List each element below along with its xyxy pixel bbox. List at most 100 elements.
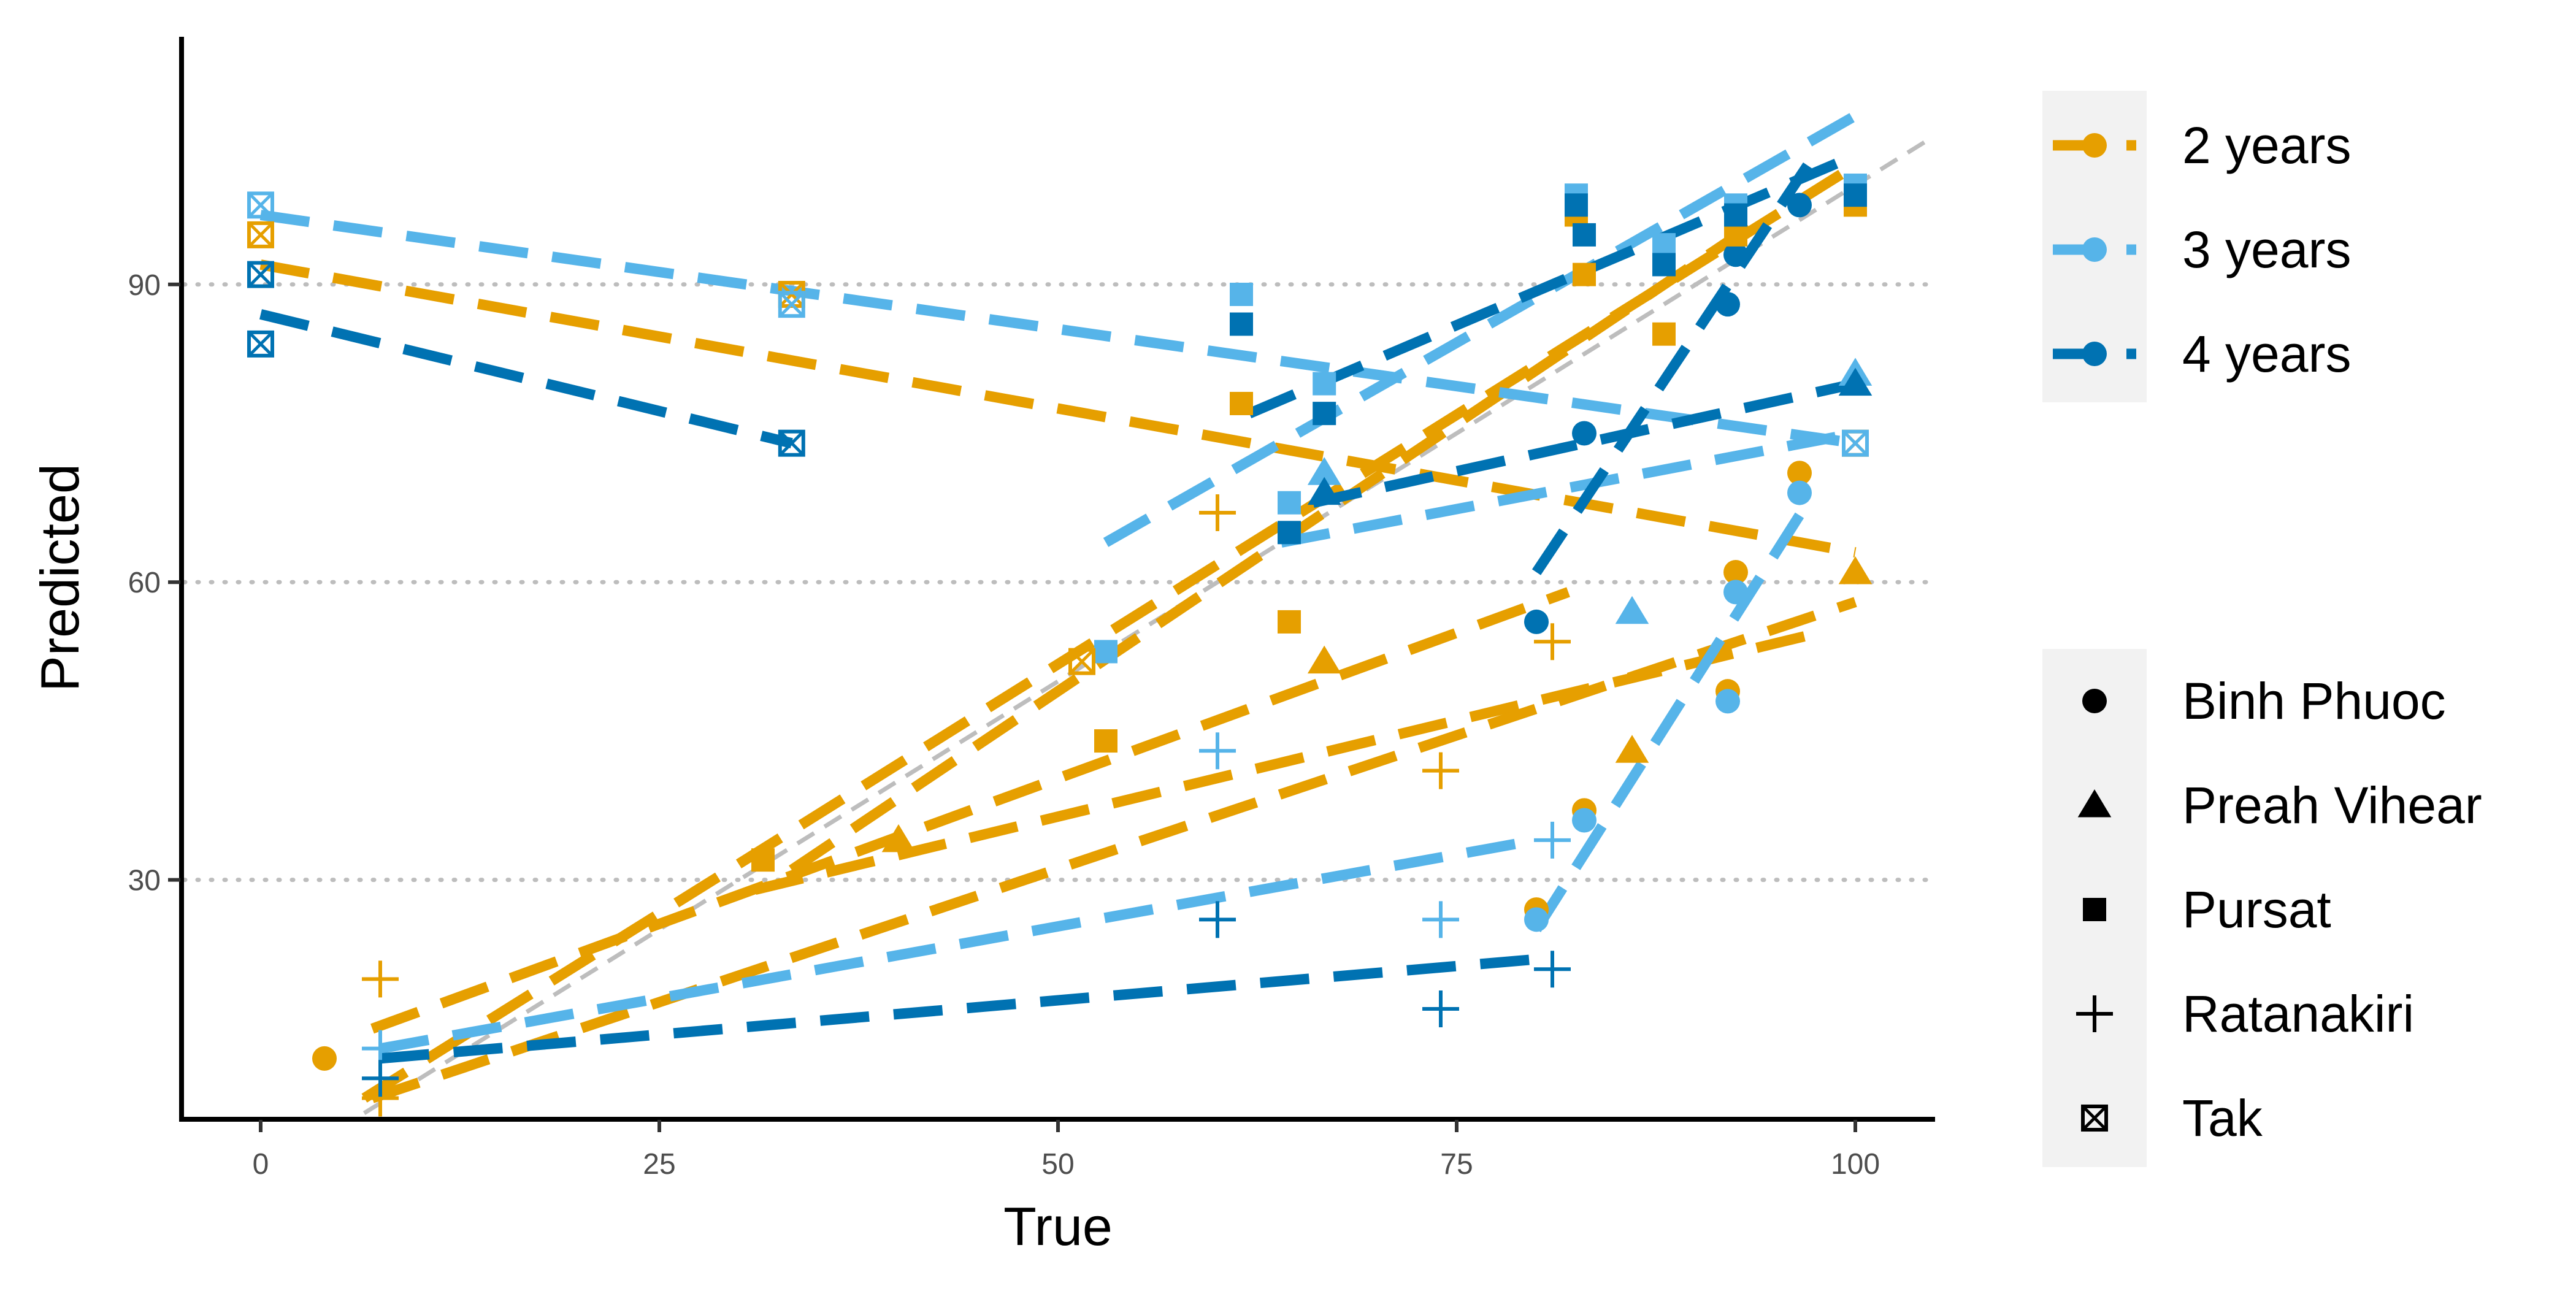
x-tick-label: 100	[1831, 1148, 1880, 1181]
y-tick-label: 60	[128, 567, 161, 599]
data-point-circle	[1524, 907, 1549, 932]
data-point-plus	[1199, 732, 1236, 770]
data-point-circle	[1524, 609, 1549, 634]
data-point-plus	[1534, 951, 1571, 988]
data-point-circle	[1787, 193, 1812, 218]
legend-shape-circle	[2082, 689, 2107, 713]
data-point-square	[1094, 729, 1117, 753]
trend-line	[1531, 162, 1812, 575]
data-point-circle	[1715, 689, 1740, 714]
legend-shape-plus	[2076, 995, 2113, 1032]
legend-sites-item: Tak	[2081, 1089, 2263, 1147]
data-point-square	[1724, 203, 1747, 227]
x-tick-label: 0	[253, 1148, 269, 1181]
legend-sites-label: Ratanakiri	[2182, 985, 2414, 1043]
data-point-square	[1573, 262, 1596, 286]
legend-sites-label: Tak	[2182, 1089, 2263, 1147]
data-point-square	[1278, 610, 1301, 634]
legend-dot-swatch	[2082, 133, 2107, 158]
data-point-plus	[362, 1060, 399, 1097]
data-point-triangle	[1307, 645, 1341, 674]
trend-line	[361, 161, 1858, 1103]
data-point-triangle	[1615, 735, 1649, 763]
legend-sites-label: Preah Vihear	[2182, 776, 2482, 834]
reference-line-layer	[353, 135, 1932, 1117]
legend-sites-item: Preah Vihear	[2077, 776, 2482, 834]
grid-layer	[182, 282, 1934, 883]
y-tick-label: 30	[128, 865, 161, 897]
series-lines-layer	[259, 111, 1858, 1103]
data-point-square	[1652, 233, 1676, 257]
trend-line	[379, 835, 1538, 1054]
y-tick-label: 90	[128, 269, 161, 302]
legend-years-label: 4 years	[2182, 325, 2351, 383]
data-point-boxed-x	[247, 261, 274, 288]
data-point-circle	[1723, 580, 1748, 605]
data-point-square	[1313, 372, 1336, 396]
data-point-boxed-x	[247, 191, 274, 219]
data-point-triangle	[1615, 596, 1649, 624]
data-point-square	[1844, 183, 1867, 207]
trend-line	[1312, 378, 1857, 508]
data-point-circle	[1572, 808, 1597, 833]
data-point-circle	[1787, 461, 1812, 486]
trend-line	[370, 587, 1570, 1034]
data-point-boxed-x	[1068, 648, 1095, 675]
trend-line	[370, 597, 1857, 1103]
legend-sites: Binh Phuoc Preah Vihear Pursat Ratanakiri Ta…	[2042, 649, 2482, 1167]
legend-dot-swatch	[2082, 237, 2107, 262]
data-point-plus	[362, 960, 399, 998]
data-point-boxed-x	[247, 221, 274, 248]
data-point-triangle	[881, 824, 916, 852]
data-point-square	[1278, 521, 1301, 545]
data-point-square	[1230, 282, 1253, 306]
points-layer	[247, 174, 1873, 1117]
data-point-square	[751, 848, 775, 872]
legend-years-item: 2 years	[2053, 117, 2351, 174]
legend-years-label: 2 years	[2182, 117, 2351, 174]
data-point-square	[1230, 391, 1253, 415]
data-point-circle	[1787, 480, 1812, 505]
legend-sites-label: Binh Phuoc	[2182, 672, 2446, 730]
identity-reference-line	[353, 135, 1932, 1117]
legend-sites-item: Pursat	[2083, 881, 2331, 938]
data-point-triangle	[1838, 556, 1873, 584]
data-point-circle	[1715, 292, 1740, 317]
data-point-square	[1652, 253, 1676, 277]
data-point-square	[1724, 223, 1747, 247]
axes-layer	[179, 37, 1935, 1122]
data-point-square	[1573, 223, 1596, 247]
x-axis-title: True	[1003, 1196, 1113, 1257]
data-point-boxed-x	[778, 429, 805, 457]
data-point-circle	[312, 1046, 337, 1071]
data-point-plus	[1199, 901, 1236, 938]
x-tick-label: 25	[643, 1148, 675, 1181]
legend-dot-swatch	[2082, 342, 2107, 366]
data-point-triangle	[1307, 477, 1341, 505]
legend-shape-boxed-x	[2081, 1105, 2108, 1132]
trend-line	[259, 210, 1857, 449]
data-point-plus	[1422, 752, 1459, 789]
data-point-boxed-x	[1842, 429, 1869, 457]
data-point-square	[1094, 640, 1117, 664]
data-point-plus	[1199, 494, 1236, 531]
trend-line	[259, 259, 1857, 558]
trend-line	[1280, 428, 1857, 548]
y-axis-title: Predicted	[29, 464, 90, 692]
data-point-triangle	[1307, 457, 1341, 485]
trend-line	[380, 954, 1537, 1064]
legend-shape-square	[2083, 898, 2106, 921]
data-point-boxed-x	[778, 291, 805, 318]
data-point-square	[1230, 312, 1253, 336]
ticks-layer: 0 25 50 75 100 30 60 90	[128, 269, 1880, 1181]
data-point-plus	[1422, 901, 1459, 938]
trend-line	[1247, 150, 1858, 418]
x-tick-label: 75	[1440, 1148, 1473, 1181]
data-point-circle	[1723, 560, 1748, 585]
legend-years-item: 4 years	[2053, 325, 2351, 383]
legend-years-item: 3 years	[2053, 221, 2351, 278]
data-point-triangle	[1838, 367, 1873, 396]
data-point-square	[1652, 322, 1676, 346]
